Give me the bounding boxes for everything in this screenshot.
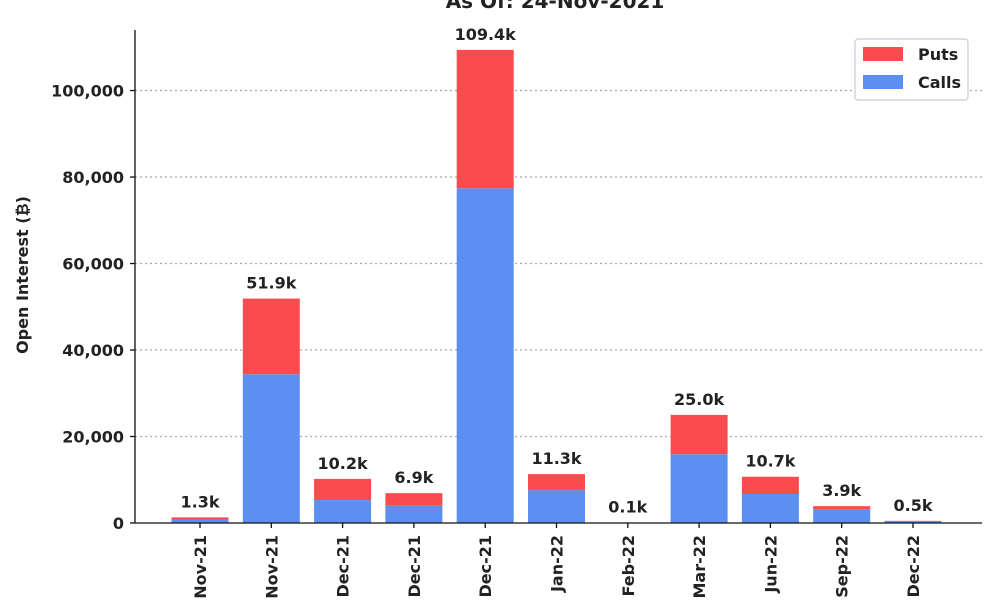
bar-total-label: 6.9k xyxy=(394,468,433,487)
bars xyxy=(171,49,942,524)
bar-total-label: 11.3k xyxy=(531,449,581,468)
bar-calls xyxy=(314,500,372,523)
bar-calls xyxy=(741,494,799,523)
legend-swatch-puts xyxy=(863,47,903,61)
bar-puts xyxy=(385,493,443,506)
x-tick-label: Nov-21 xyxy=(191,535,210,599)
bar-puts xyxy=(456,49,514,189)
bar-puts xyxy=(171,517,229,520)
y-tick-label: 0 xyxy=(113,514,124,533)
legend-swatch-calls xyxy=(863,75,903,89)
x-axis-ticks: Nov-21 Nov-21 Dec-21 Dec-21 Dec-21 Jan-22 Feb-… xyxy=(191,523,923,599)
y-axis-label: Open Interest (₿) xyxy=(13,196,32,354)
bar-total-label: 0.1k xyxy=(608,498,647,517)
x-tick-label: Dec-22 xyxy=(904,535,923,598)
bar-puts xyxy=(314,478,372,501)
data-labels: 1.3k 51.9k 10.2k 6.9k 109.4k 11.3k 0.1k 25.0k 10… xyxy=(181,25,933,517)
axes xyxy=(134,30,982,524)
x-tick-label: Jan-22 xyxy=(548,535,567,593)
y-tick-label: 60,000 xyxy=(62,255,124,274)
bar-puts xyxy=(741,476,799,495)
x-tick-label: Dec-21 xyxy=(405,535,424,598)
legend: Puts Calls xyxy=(854,38,969,101)
chart-title: As Of: 24-Nov-2021 xyxy=(446,0,665,13)
legend-label-calls: Calls xyxy=(918,73,961,92)
bar-puts xyxy=(528,474,585,491)
y-tick-label: 100,000 xyxy=(51,82,124,101)
bar-total-label: 109.4k xyxy=(455,25,517,44)
bar-total-label: 25.0k xyxy=(674,390,724,409)
bar-puts xyxy=(813,506,871,510)
x-tick-label: Jun-22 xyxy=(761,535,780,594)
bar-calls xyxy=(385,505,443,523)
bar-total-label: 1.3k xyxy=(181,492,220,511)
bar-calls xyxy=(884,521,942,523)
bar-calls xyxy=(456,188,514,524)
y-axis-ticks: 0 20,000 40,000 60,000 80,000 100,000 xyxy=(51,82,135,533)
x-tick-label: Dec-21 xyxy=(476,535,495,598)
bar-total-label: 3.9k xyxy=(822,481,861,500)
x-tick-label: Nov-21 xyxy=(262,535,281,599)
y-tick-label: 80,000 xyxy=(62,168,124,187)
bar-total-label: 51.9k xyxy=(246,274,296,293)
bar-calls xyxy=(171,519,229,523)
bar-calls xyxy=(242,374,300,523)
bar-total-label: 10.7k xyxy=(745,452,795,471)
x-tick-label: Mar-22 xyxy=(690,535,709,599)
x-tick-label: Feb-22 xyxy=(619,535,638,597)
x-tick-label: Sep-22 xyxy=(833,535,852,598)
bar-calls xyxy=(528,490,585,523)
bar-total-label: 0.5k xyxy=(894,496,933,515)
bar-calls xyxy=(813,509,871,523)
bar-puts xyxy=(242,298,300,375)
bar-calls xyxy=(670,454,728,523)
y-tick-label: 40,000 xyxy=(62,341,124,360)
y-tick-label: 20,000 xyxy=(62,428,124,447)
bar-total-label: 10.2k xyxy=(318,454,368,473)
legend-label-puts: Puts xyxy=(918,45,958,64)
bar-puts xyxy=(670,414,728,455)
x-tick-label: Dec-21 xyxy=(334,535,353,598)
